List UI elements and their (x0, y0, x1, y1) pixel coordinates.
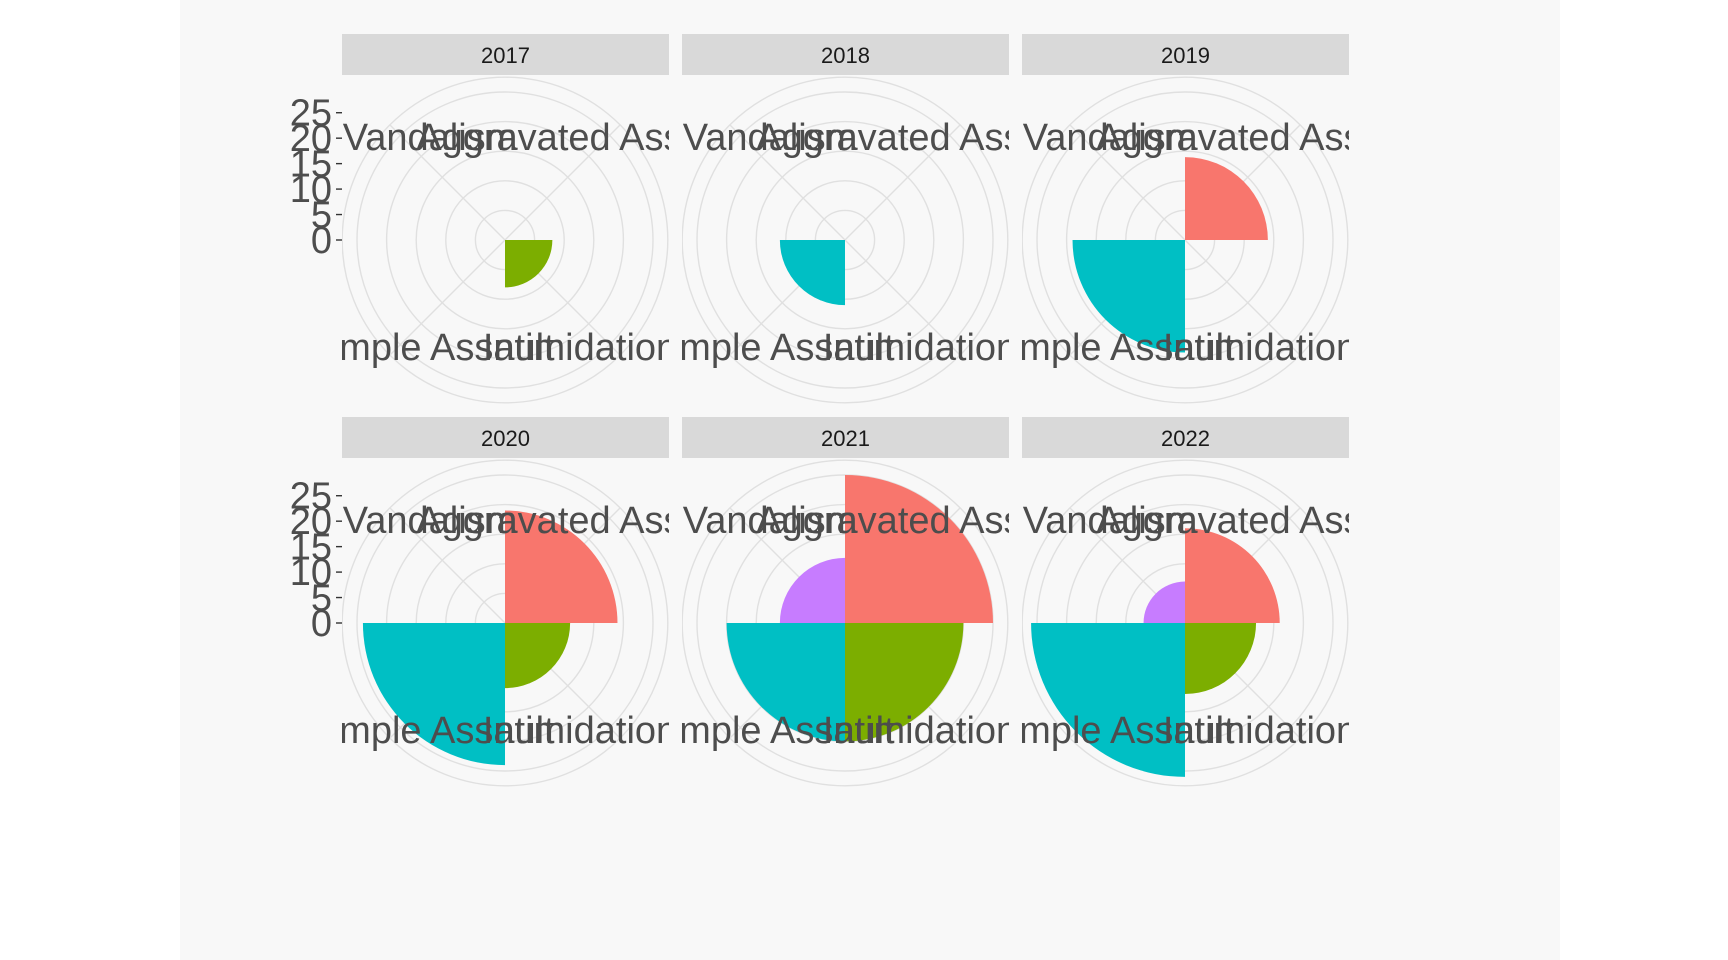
grid-circle (445, 180, 565, 300)
r-tick-label: 5 (311, 578, 332, 620)
theta-label: Aggravated Assault (1096, 117, 1424, 159)
theta-label: Aggravated Assault (756, 117, 1084, 159)
theta-label: Aggravated Assault (416, 117, 744, 159)
r-tick-label: 10 (290, 552, 332, 594)
r-tick-label: 15 (290, 144, 332, 186)
wedge-intimidation (505, 623, 571, 689)
theta-label: Intimidation (483, 327, 677, 369)
facet-strip (1022, 417, 1349, 458)
grid-circle (1036, 91, 1334, 389)
wedge-aggravated-assault (505, 510, 618, 623)
theta-label: Vandalism (343, 500, 518, 542)
r-tick-label: 20 (290, 118, 332, 160)
facet-strip-label: 2018 (821, 43, 870, 68)
wedge-intimidation (505, 240, 553, 288)
r-tick-label: 10 (290, 169, 332, 211)
theta-label: Intimidation (823, 327, 1017, 369)
grid-spoke (389, 507, 506, 624)
theta-label: Vandalism (343, 117, 518, 159)
grid-circle (1065, 120, 1305, 360)
grid-spoke (844, 239, 961, 356)
facet-panel-2022: 2022 Aggravated Assault IntimidationSimple… (985, 417, 1424, 787)
facet-strip (342, 417, 669, 458)
grid-spoke (389, 124, 506, 241)
r-tick-label: 0 (311, 220, 332, 262)
grid-circle (755, 150, 935, 330)
facet-strip (342, 34, 669, 75)
wedge-intimidation (1185, 623, 1257, 695)
wedge-aggravated-assault (1185, 157, 1268, 240)
wedge-simple-assault (362, 623, 505, 766)
facet-strip-label: 2020 (481, 426, 530, 451)
theta-label: Intimidation (1163, 710, 1357, 752)
r-tick-label: 5 (311, 195, 332, 237)
wedge-simple-assault (1031, 623, 1185, 777)
plot-panel: 2017 Aggravated Assault Intimidation Simple… (180, 0, 1560, 960)
grid-spoke (504, 124, 621, 241)
wedge-aggravated-assault (845, 475, 993, 623)
theta-label: Intimidation (1163, 327, 1357, 369)
facet-panel-2017: 2017 Aggravated Assault IntimidationSimple… (290, 34, 744, 404)
wedge-vandalism (779, 557, 845, 623)
theta-label: Vandalism (683, 500, 858, 542)
grid-circle (682, 76, 1009, 404)
facet-strip-label: 2022 (1161, 426, 1210, 451)
facet-strip (682, 417, 1009, 458)
grid-circle (696, 91, 994, 389)
wedge-intimidation (845, 623, 964, 742)
grid-spoke (844, 124, 961, 241)
theta-label: Simple Assault (645, 327, 895, 369)
r-tick-label: 25 (290, 476, 332, 518)
wedge-aggravated-assault (1185, 528, 1280, 623)
theta-label: Vandalism (683, 117, 858, 159)
theta-label: Simple Assault (305, 710, 555, 752)
grid-circle (342, 76, 669, 404)
r-tick-label: 20 (290, 501, 332, 543)
grid-circle (356, 91, 654, 389)
theta-label: Aggravated Assault (416, 500, 744, 542)
grid-spoke (1184, 239, 1301, 356)
grid-circle (415, 150, 595, 330)
grid-spoke (1069, 124, 1186, 241)
grid-circle (385, 120, 625, 360)
wedge-simple-assault (1072, 240, 1185, 353)
grid-spoke (389, 239, 506, 356)
grid-circle (1022, 76, 1349, 404)
wedge-simple-assault (779, 240, 845, 306)
theta-label: Simple Assault (305, 327, 555, 369)
theta-label: Simple Assault (645, 710, 895, 752)
r-tick-label: 25 (290, 93, 332, 135)
theta-label: Vandalism (1023, 500, 1198, 542)
r-tick-label: 0 (311, 603, 332, 645)
facet-strip-label: 2019 (1161, 43, 1210, 68)
facet-strip-label: 2017 (481, 43, 530, 68)
theta-label: Vandalism (1023, 117, 1198, 159)
grid-circle (682, 459, 1009, 787)
theta-label: Simple Assault (985, 710, 1235, 752)
facet-panel-2018: 2018 Aggravated Assault IntimidationSimple… (645, 34, 1084, 404)
facet-strip (682, 34, 1009, 75)
theta-label: Intimidation (483, 710, 677, 752)
grid-circle (342, 459, 669, 787)
theta-label: Aggravated Assault (1096, 500, 1424, 542)
facet-panel-2021: 2021 Aggravated Assault IntimidationSimple… (645, 417, 1084, 787)
wedge-vandalism (1143, 581, 1185, 623)
r-tick-label: 15 (290, 527, 332, 569)
facet-panel-2020: 2020 Aggravated Assault IntimidationSimple… (290, 417, 744, 787)
grid-circle (1022, 459, 1349, 787)
theta-label: Aggravated Assault (756, 500, 1084, 542)
grid-circle (356, 474, 654, 772)
grid-circle (725, 120, 965, 360)
theta-label: Intimidation (823, 710, 1017, 752)
theta-label: Simple Assault (985, 327, 1235, 369)
facet-panel-2019: 2019 Aggravated Assault IntimidationSimple… (985, 34, 1424, 404)
facet-strip-label: 2021 (821, 426, 870, 451)
facet-strip (1022, 34, 1349, 75)
wedge-simple-assault (726, 623, 845, 742)
grid-spoke (729, 124, 846, 241)
